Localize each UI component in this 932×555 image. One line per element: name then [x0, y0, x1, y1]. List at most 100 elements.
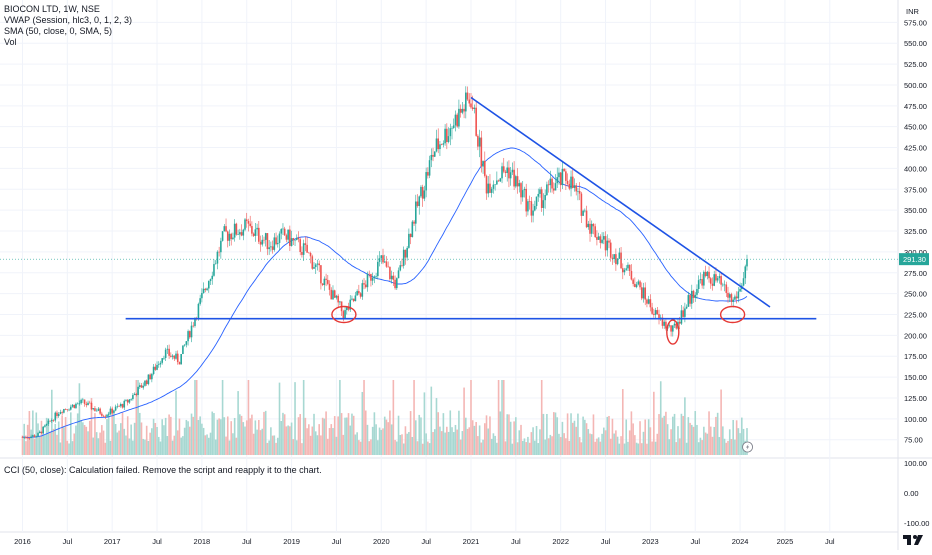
- candle-body: [235, 223, 238, 235]
- volume-bar: [213, 413, 215, 455]
- candle-body: [432, 154, 434, 157]
- candle-body: [528, 201, 531, 202]
- candle-body: [221, 231, 224, 241]
- candle-body: [654, 310, 657, 315]
- candle-body: [44, 425, 46, 427]
- volume-bar: [128, 438, 131, 455]
- candle-body: [232, 237, 234, 240]
- candle-body: [361, 283, 364, 297]
- volume-bar: [328, 428, 331, 455]
- volume-bar: [66, 440, 69, 455]
- volume-bar: [304, 417, 307, 455]
- candle-body: [99, 408, 101, 414]
- sma-indicator-label[interactable]: SMA (50, close, 0, SMA, 5): [4, 26, 113, 36]
- volume-bar: [251, 414, 253, 455]
- candle-body: [628, 264, 631, 271]
- volume-bar: [173, 435, 176, 455]
- vwap-indicator-label[interactable]: VWAP (Session, hlc3, 0, 1, 2, 3): [4, 15, 133, 25]
- volume-bar: [40, 420, 43, 455]
- candle-body: [216, 251, 219, 264]
- candle-body: [83, 399, 86, 404]
- volume-bar: [537, 443, 540, 455]
- candle-body: [459, 108, 462, 113]
- volume-indicator-label[interactable]: Vol: [4, 37, 17, 47]
- volume-bar: [401, 434, 403, 455]
- candle-body: [237, 234, 239, 236]
- volume-bar: [428, 443, 431, 455]
- volume-bar: [347, 413, 350, 455]
- volume-bar: [114, 423, 117, 455]
- volume-bar: [323, 418, 326, 455]
- candle-body: [194, 318, 196, 326]
- volume-bar: [573, 420, 576, 455]
- candle-body: [59, 412, 62, 414]
- volume-bar: [130, 424, 132, 455]
- candle-body: [534, 206, 536, 211]
- candle-body: [335, 295, 338, 298]
- volume-bar: [640, 443, 643, 455]
- candle-body: [447, 136, 450, 143]
- candle-body: [88, 402, 91, 404]
- candle-body: [25, 436, 27, 438]
- candle-body: [451, 127, 453, 129]
- volume-bar: [499, 411, 502, 455]
- candle-body: [264, 233, 267, 240]
- volume-bar: [742, 428, 745, 455]
- volume-bar: [587, 429, 590, 455]
- candle-body: [337, 295, 339, 303]
- candle-body: [437, 138, 440, 150]
- candle-body: [156, 364, 158, 370]
- volume-bar: [135, 380, 138, 455]
- volume-bar: [80, 420, 82, 455]
- volume-bar: [278, 382, 281, 455]
- candle-body: [278, 233, 281, 243]
- candle-body: [377, 261, 379, 277]
- volume-bar: [454, 424, 457, 455]
- candle-body: [408, 233, 410, 248]
- candle-body: [201, 292, 203, 299]
- volume-bar: [88, 420, 91, 455]
- tradingview-logo-icon[interactable]: [902, 532, 928, 546]
- volume-bar: [25, 441, 27, 455]
- candle-body: [656, 310, 659, 315]
- volume-bar: [720, 389, 722, 455]
- volume-bar: [459, 439, 462, 455]
- candle-body: [606, 240, 609, 251]
- candle-body: [394, 279, 396, 289]
- candle-body: [290, 238, 293, 246]
- candle-body: [273, 237, 276, 250]
- volume-bar: [627, 441, 629, 455]
- candle-body: [734, 296, 736, 300]
- candle-body: [285, 235, 288, 240]
- volume-bar: [449, 410, 452, 455]
- volume-bar: [237, 391, 239, 455]
- candle-body: [178, 362, 181, 365]
- chart-title[interactable]: BIOCON LTD, 1W, NSE: [4, 4, 100, 14]
- volume-bar: [661, 417, 664, 455]
- candle-body: [145, 380, 148, 385]
- volume-bar: [375, 424, 377, 455]
- volume-bar: [92, 437, 95, 455]
- candle-body: [306, 244, 308, 253]
- candle-body: [47, 420, 50, 424]
- candle-body: [444, 128, 446, 144]
- volume-bar: [656, 433, 659, 455]
- volume-bar: [118, 430, 120, 455]
- volume-bar: [320, 435, 322, 455]
- candle-body: [613, 254, 615, 260]
- candle-body: [637, 281, 640, 285]
- volume-bar: [708, 411, 710, 455]
- volume-bar: [558, 433, 560, 455]
- volume-bar: [420, 417, 422, 455]
- volume-bar: [239, 414, 241, 455]
- candle-body: [347, 307, 350, 310]
- volume-bar: [295, 440, 298, 455]
- volume-bar: [68, 443, 70, 455]
- volume-bar: [561, 421, 564, 455]
- volume-bar: [527, 436, 529, 455]
- volume-bar: [306, 428, 308, 455]
- volume-bar: [613, 433, 615, 455]
- resistance-trendline[interactable]: [470, 96, 771, 308]
